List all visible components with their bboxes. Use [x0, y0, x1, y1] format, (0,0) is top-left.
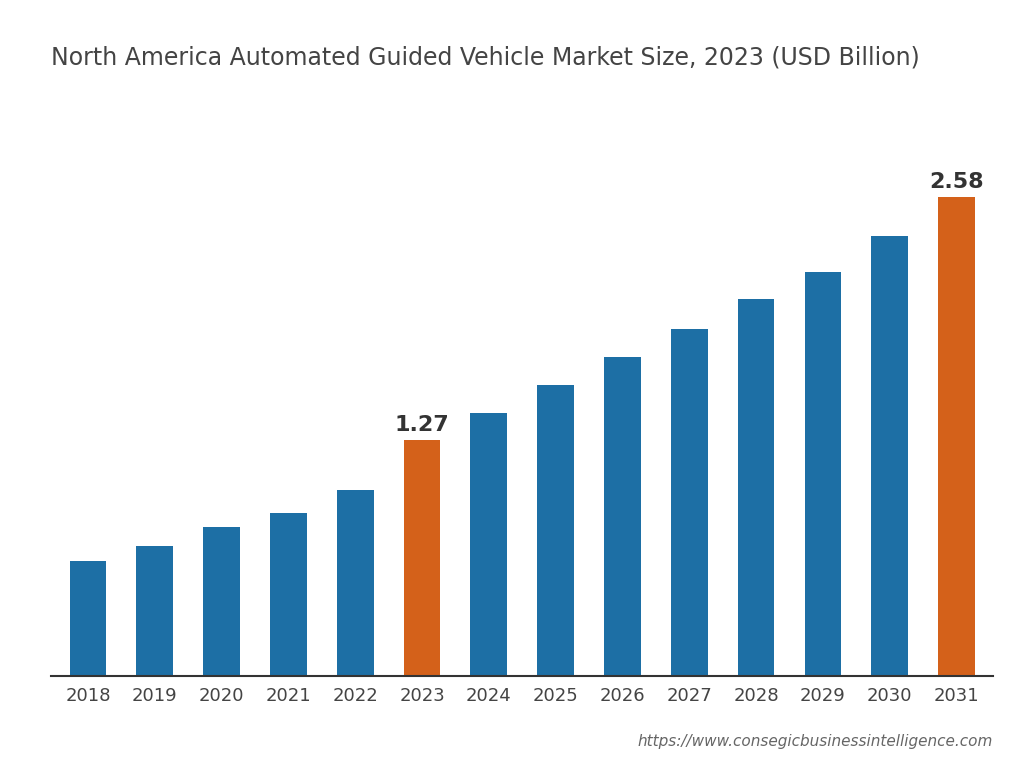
Bar [805, 272, 842, 676]
Text: 2.58: 2.58 [929, 172, 984, 192]
Bar [136, 546, 173, 676]
Bar [737, 300, 774, 676]
Bar [70, 561, 106, 676]
Bar [270, 513, 307, 676]
Bar [938, 197, 975, 676]
Text: 1.27: 1.27 [394, 415, 450, 435]
Text: North America Automated Guided Vehicle Market Size, 2023 (USD Billion): North America Automated Guided Vehicle M… [51, 45, 920, 69]
Text: https://www.consegicbusinessintelligence.com: https://www.consegicbusinessintelligence… [638, 733, 993, 749]
Bar [671, 329, 708, 676]
Bar [203, 528, 240, 676]
Bar [538, 385, 574, 676]
Bar [337, 491, 374, 676]
Bar [470, 412, 507, 676]
Bar [403, 440, 440, 676]
Bar [871, 237, 908, 676]
Bar [604, 357, 641, 676]
